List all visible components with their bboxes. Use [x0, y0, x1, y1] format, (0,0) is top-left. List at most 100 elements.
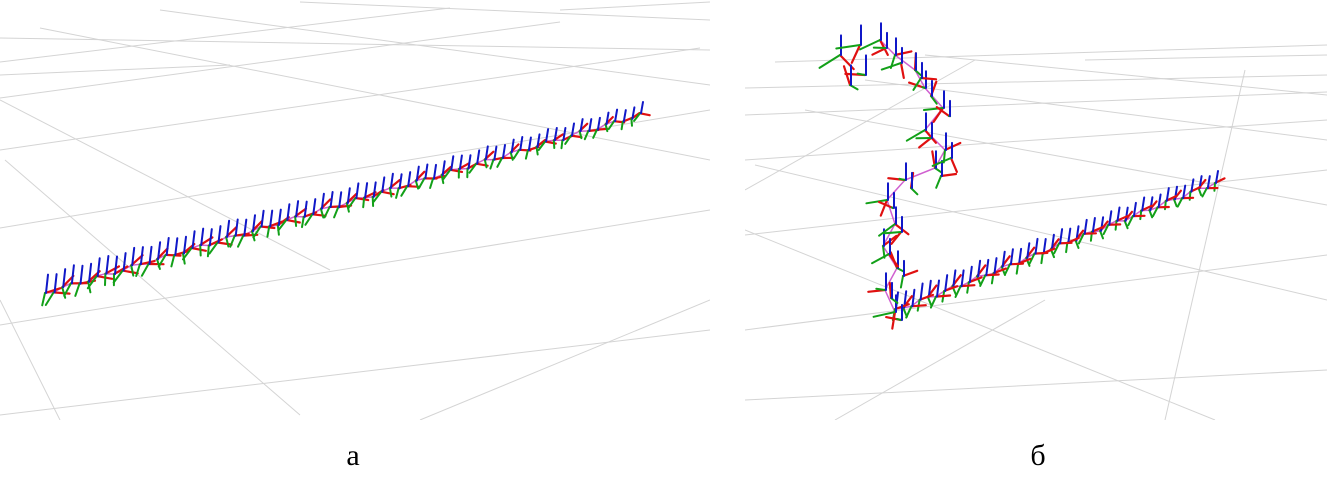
frame-x-axis — [899, 61, 905, 80]
frame-z-axis — [200, 227, 205, 247]
frame-y-axis — [41, 292, 46, 307]
frame-y-axis — [856, 72, 866, 76]
pose-frames-b — [818, 22, 1226, 330]
frame-y-axis — [552, 139, 556, 149]
frame-z-axis — [458, 154, 463, 170]
frame-y-axis — [237, 234, 245, 248]
frame-x-axis — [1033, 251, 1049, 255]
frame-y-axis — [818, 54, 841, 69]
frame-y-axis — [524, 149, 529, 160]
frame-z-axis — [1042, 238, 1047, 255]
frame-y-axis — [592, 128, 598, 139]
frame-x-axis — [918, 293, 935, 301]
frame-z-axis — [1001, 250, 1006, 268]
frame-x-axis — [285, 218, 301, 224]
frame-x-axis — [121, 269, 139, 275]
frame-y-axis — [1127, 215, 1134, 227]
frame-z-axis — [476, 149, 481, 165]
frame-y-axis — [1123, 219, 1129, 230]
frame-y-axis — [875, 287, 886, 291]
frame-z-axis — [562, 127, 567, 142]
frame-y-axis — [266, 225, 271, 238]
frame-z-axis — [1108, 210, 1113, 226]
frame-z-axis — [45, 273, 49, 294]
frame-x-axis — [923, 128, 937, 144]
frame-y-axis — [537, 140, 547, 151]
frame-x-axis — [967, 276, 983, 284]
frame-z-axis — [157, 241, 162, 261]
frame-y-axis — [130, 264, 135, 277]
frame-x-axis — [918, 136, 933, 149]
frame-z-axis — [415, 165, 420, 182]
frame-y-axis — [1015, 262, 1020, 275]
frame-y-axis — [883, 231, 902, 235]
frame-y-axis — [1148, 209, 1154, 219]
frame-y-axis — [630, 117, 633, 127]
frame-x-axis — [52, 291, 71, 295]
frame-z-axis — [944, 274, 949, 292]
frame-y-axis — [1000, 265, 1006, 276]
frame-z-axis — [927, 279, 932, 298]
frame-z-axis — [1132, 201, 1137, 218]
frame-z-axis — [1083, 218, 1088, 235]
panel-a-caption: а — [346, 439, 360, 472]
frame-z-axis — [286, 203, 291, 221]
frame-z-axis — [355, 182, 360, 200]
frame-z-axis — [252, 214, 256, 233]
frame-y-axis — [229, 234, 236, 248]
frame-z-axis — [936, 279, 940, 298]
ground-grid-b — [745, 44, 1327, 420]
frame-z-axis — [381, 176, 386, 193]
frame-y-axis — [252, 225, 262, 239]
frame-y-axis — [1102, 223, 1110, 236]
frame-y-axis — [898, 177, 906, 181]
frame-z-axis — [389, 172, 394, 189]
frame-z-axis — [183, 235, 187, 255]
frame-y-axis — [388, 187, 393, 198]
frame-z-axis — [614, 108, 619, 123]
frame-x-axis — [216, 241, 233, 246]
frame-y-axis — [880, 62, 902, 71]
frame-y-axis — [157, 253, 167, 268]
ground-grid-a — [0, 1, 710, 420]
frame-z-axis — [1206, 175, 1211, 190]
frame-z-axis — [545, 128, 550, 143]
frame-x-axis — [842, 65, 852, 87]
frame-x-axis — [935, 105, 951, 118]
frame-z-axis — [1165, 187, 1170, 202]
frame-z-axis — [1050, 233, 1055, 251]
frame-z-axis — [346, 187, 351, 205]
frame-y-axis — [583, 130, 590, 141]
frame-y-axis — [509, 151, 514, 161]
frame-y-axis — [871, 253, 890, 265]
frame-y-axis — [323, 206, 331, 219]
pose-frames-a — [41, 101, 651, 307]
frame-y-axis — [578, 130, 583, 140]
frame-z-axis — [536, 133, 541, 148]
frame-x-axis — [112, 265, 129, 276]
frame-y-axis — [560, 139, 564, 150]
frame-z-axis — [553, 127, 558, 142]
frame-z-axis — [1157, 193, 1162, 209]
frame-z-axis — [977, 259, 982, 278]
frame-y-axis — [564, 134, 572, 145]
frame-z-axis — [70, 264, 75, 285]
frame-z-axis — [191, 230, 196, 249]
frame-x-axis — [919, 76, 938, 81]
frame-y-axis — [1077, 232, 1085, 245]
frame-y-axis — [620, 120, 624, 131]
frame-z-axis — [329, 191, 334, 208]
frame-z-axis — [1149, 196, 1154, 212]
frame-y-axis — [347, 197, 357, 210]
frame-z-axis — [596, 116, 601, 131]
trajectory-plot-a — [0, 0, 710, 420]
frame-z-axis — [1124, 206, 1129, 222]
frame-y-axis — [251, 230, 256, 242]
frame-x-axis — [259, 225, 276, 230]
frame-z-axis — [1141, 196, 1146, 212]
frame-z-axis — [519, 136, 524, 151]
frame-x-axis — [959, 284, 976, 288]
frame-x-axis — [871, 46, 888, 56]
frame-y-axis — [912, 77, 922, 91]
frame-y-axis — [1201, 187, 1208, 198]
